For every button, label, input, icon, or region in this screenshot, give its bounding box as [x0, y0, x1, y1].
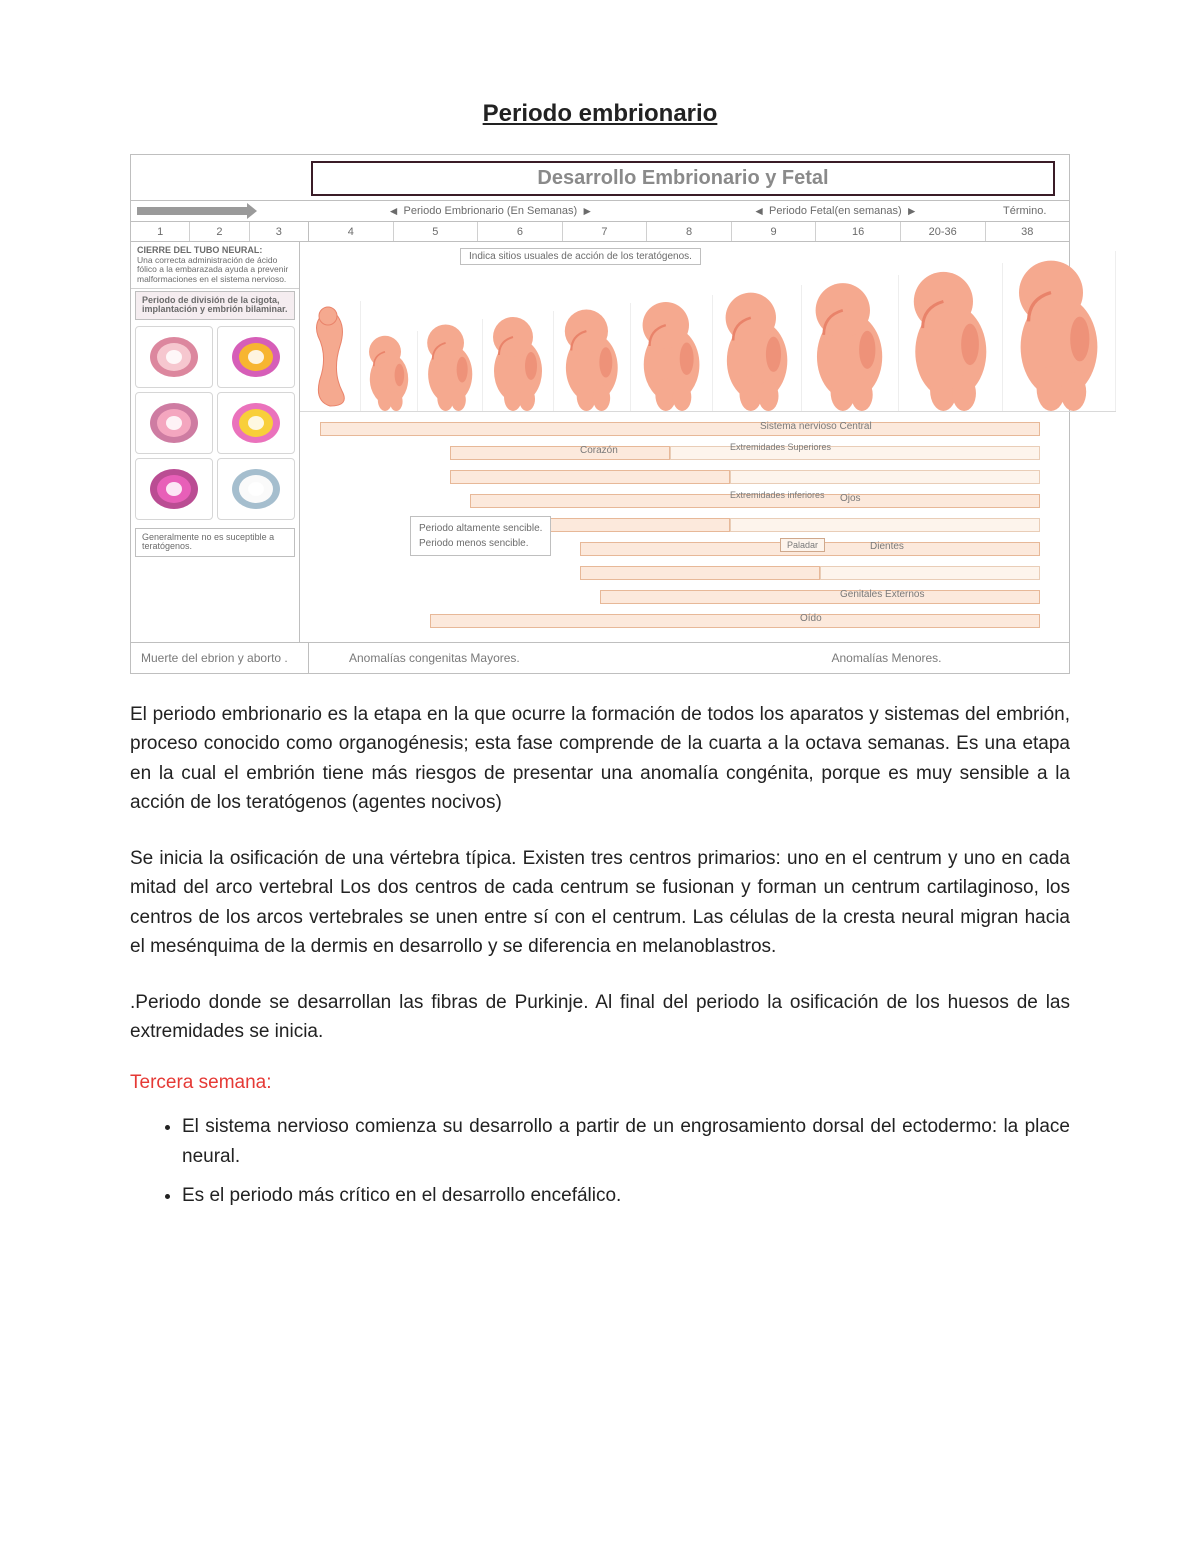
fetus-icon — [802, 275, 897, 411]
header-term: Término. — [999, 205, 1069, 217]
timeline-label: Oído — [800, 613, 822, 624]
timeline-label: Genitales Externos — [840, 589, 925, 600]
week-cell: 20-36 — [901, 222, 986, 241]
timeline-bar-segment — [450, 470, 730, 484]
paragraph-2: Se inicia la osificación de una vértebra… — [130, 844, 1070, 962]
week-cell: 7 — [563, 222, 648, 241]
timeline-bar-segment — [430, 614, 1040, 628]
timeline-label: Ojos — [840, 493, 861, 504]
header-embryonic: Periodo Embrionario (En Semanas) — [404, 205, 578, 217]
fetus-icon — [361, 331, 417, 411]
early-cell-icon — [217, 326, 295, 388]
fetus-icon — [899, 263, 1003, 411]
week-cell: 2 — [190, 222, 249, 241]
timeline-bar-segment — [820, 566, 1040, 580]
timeline-bar-segment — [730, 470, 1040, 484]
timeline-bar-segment — [730, 518, 1040, 532]
chart-header-row: ◄ Periodo Embrionario (En Semanas) ► ◄ P… — [131, 200, 1069, 222]
week-cell: 38 — [986, 222, 1070, 241]
week-cell: 6 — [478, 222, 563, 241]
list-item: El sistema nervioso comienza su desarrol… — [182, 1112, 1070, 1171]
timeline-row: Corazón Extremidades Superiores — [300, 442, 1116, 464]
footer-minor-anomalies: Anomalías Menores. — [704, 643, 1069, 673]
header-fetal: Periodo Fetal(en semanas) — [769, 205, 902, 217]
early-cell-icon — [135, 392, 213, 454]
chart-right-panel: Indica sitios usuales de acción de los t… — [300, 242, 1116, 642]
teratogen-note: Generalmente no es suceptible a teratóge… — [135, 528, 295, 557]
week-cell: 3 — [250, 222, 308, 241]
week-cell: 9 — [732, 222, 817, 241]
timeline-row: Oído — [300, 610, 1116, 632]
timeline-label: Corazón — [580, 445, 618, 456]
teratogen-indicator-note: Indica sitios usuales de acción de los t… — [460, 248, 701, 265]
early-cell-icon — [135, 326, 213, 388]
timeline-bar-segment — [670, 446, 1040, 460]
timeline-label: Sistema nervioso Central — [760, 421, 872, 432]
arrow-icon — [137, 207, 247, 215]
timeline-bar-segment — [600, 590, 1040, 604]
early-cell-icon — [135, 458, 213, 520]
neural-tube-note: CIERRE DEL TUBO NEURAL: Una correcta adm… — [131, 242, 299, 289]
paragraph-1: El periodo embrionario es la etapa en la… — [130, 700, 1070, 818]
arrow-right-icon: ► — [577, 204, 597, 218]
timeline-row — [300, 466, 1116, 488]
timeline-side-label: Extremidades inferiores — [730, 490, 825, 500]
week-cell: 16 — [816, 222, 901, 241]
section-heading-week3: Tercera semana: — [130, 1072, 1070, 1094]
sensitivity-legend: Periodo altamente sencible. Periodo meno… — [410, 516, 551, 556]
fetus-icon — [554, 303, 630, 411]
early-cell-icon — [217, 458, 295, 520]
week-cell: 4 — [309, 222, 394, 241]
fetus-icon — [631, 295, 712, 411]
footer-abortion: Muerte del ebrion y aborto . — [131, 643, 309, 673]
page-title: Periodo embrionario — [130, 100, 1070, 128]
fetus-icon — [483, 311, 553, 411]
footer-major-anomalies: Anomalías congenitas Mayores. — [309, 643, 704, 673]
chart-banner: Desarrollo Embrionario y Fetal — [311, 161, 1055, 196]
chart-left-panel: CIERRE DEL TUBO NEURAL: Una correcta adm… — [131, 242, 300, 642]
timeline-row: Genitales Externos — [300, 586, 1116, 608]
arrow-left-icon: ◄ — [384, 204, 404, 218]
timeline-row: Sistema nervioso Central — [300, 418, 1116, 440]
weeks-row: 1 2 3 4 5 6 7 8 9 16 20-36 38 — [131, 222, 1069, 242]
timeline-label: Dientes — [870, 541, 904, 552]
timeline-bar-segment — [580, 566, 820, 580]
fetus-icon — [713, 285, 801, 411]
week-cell: 8 — [647, 222, 732, 241]
timeline-bars: Sistema nervioso Central Corazón Extremida… — [300, 412, 1116, 642]
chart-footer: Muerte del ebrion y aborto . Anomalías c… — [131, 642, 1069, 673]
bullet-list: El sistema nervioso comienza su desarrol… — [130, 1112, 1070, 1210]
week-cell: 5 — [394, 222, 479, 241]
timeline-row — [300, 562, 1116, 584]
fetus-icon — [1003, 251, 1115, 411]
early-cells-grid — [131, 322, 299, 524]
division-period-note: Periodo de división de la cigota, implan… — [135, 291, 295, 320]
arrow-left-icon: ◄ — [749, 204, 769, 218]
timeline-row: Ojos Extremidades inferiores — [300, 490, 1116, 512]
week-cell: 1 — [131, 222, 190, 241]
arrow-right-icon: ► — [902, 204, 922, 218]
timeline-bar-segment — [450, 446, 670, 460]
development-chart: Desarrollo Embrionario y Fetal ◄ Periodo… — [130, 154, 1070, 674]
fetus-row — [300, 242, 1116, 412]
timeline-side-label: Extremidades Superiores — [730, 442, 831, 452]
timeline-bar-segment — [320, 422, 1040, 436]
fetus-icon — [418, 319, 482, 411]
paragraph-3: .Periodo donde se desarrollan las fibras… — [130, 988, 1070, 1047]
embryo-icon — [300, 301, 360, 411]
early-cell-icon — [217, 392, 295, 454]
list-item: Es el periodo más crítico en el desarrol… — [182, 1181, 1070, 1210]
timeline-side-label: Paladar — [780, 538, 825, 552]
